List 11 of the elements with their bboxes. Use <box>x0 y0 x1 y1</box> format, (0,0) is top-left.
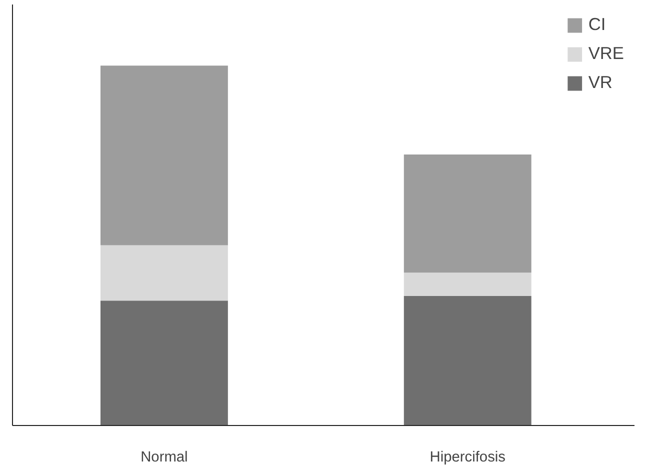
bar <box>404 154 532 273</box>
legend-label: VR <box>588 72 612 93</box>
bar <box>100 300 228 426</box>
bar <box>100 66 228 246</box>
x-tick-label: Hipercifosis <box>430 450 506 466</box>
x-tick-label: Normal <box>140 450 188 466</box>
legend-label: VRE <box>588 43 624 64</box>
bar <box>404 296 532 426</box>
bar <box>404 272 532 296</box>
bar <box>100 245 228 301</box>
legend-label: CI <box>588 14 607 35</box>
